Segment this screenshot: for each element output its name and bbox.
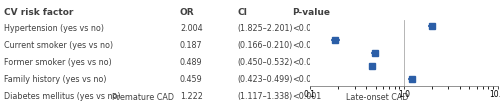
Text: <0.001: <0.001 [292,41,322,50]
Text: 0.187: 0.187 [180,41,203,50]
Text: Late-onset CAD: Late-onset CAD [346,93,409,102]
Text: CV risk factor: CV risk factor [4,8,73,17]
Text: <0.001: <0.001 [292,58,322,67]
Text: (0.423–0.499): (0.423–0.499) [238,75,293,84]
Text: (0.166–0.210): (0.166–0.210) [238,41,293,50]
Text: Former smoker (yes vs no): Former smoker (yes vs no) [4,58,112,67]
Text: 2.004: 2.004 [180,24,203,33]
Text: 0.459: 0.459 [180,75,203,84]
Text: CI: CI [238,8,248,17]
Text: P-value: P-value [292,8,331,17]
Text: <0.001: <0.001 [292,75,322,84]
Text: Diabetes mellitus (yes vs no): Diabetes mellitus (yes vs no) [4,92,120,101]
Text: <0.001: <0.001 [292,24,322,33]
Text: (1.117–1.338): (1.117–1.338) [238,92,293,101]
Text: (1.825–2.201): (1.825–2.201) [238,24,293,33]
Text: Premature CAD: Premature CAD [112,93,174,102]
Text: OR: OR [180,8,194,17]
Text: Current smoker (yes vs no): Current smoker (yes vs no) [4,41,113,50]
Text: 0.489: 0.489 [180,58,203,67]
Text: 1.222: 1.222 [180,92,203,101]
Text: Family history (yes vs no): Family history (yes vs no) [4,75,106,84]
Text: (0.450–0.532): (0.450–0.532) [238,58,293,67]
Text: Hypertension (yes vs no): Hypertension (yes vs no) [4,24,104,33]
Text: <0.001: <0.001 [292,92,322,101]
